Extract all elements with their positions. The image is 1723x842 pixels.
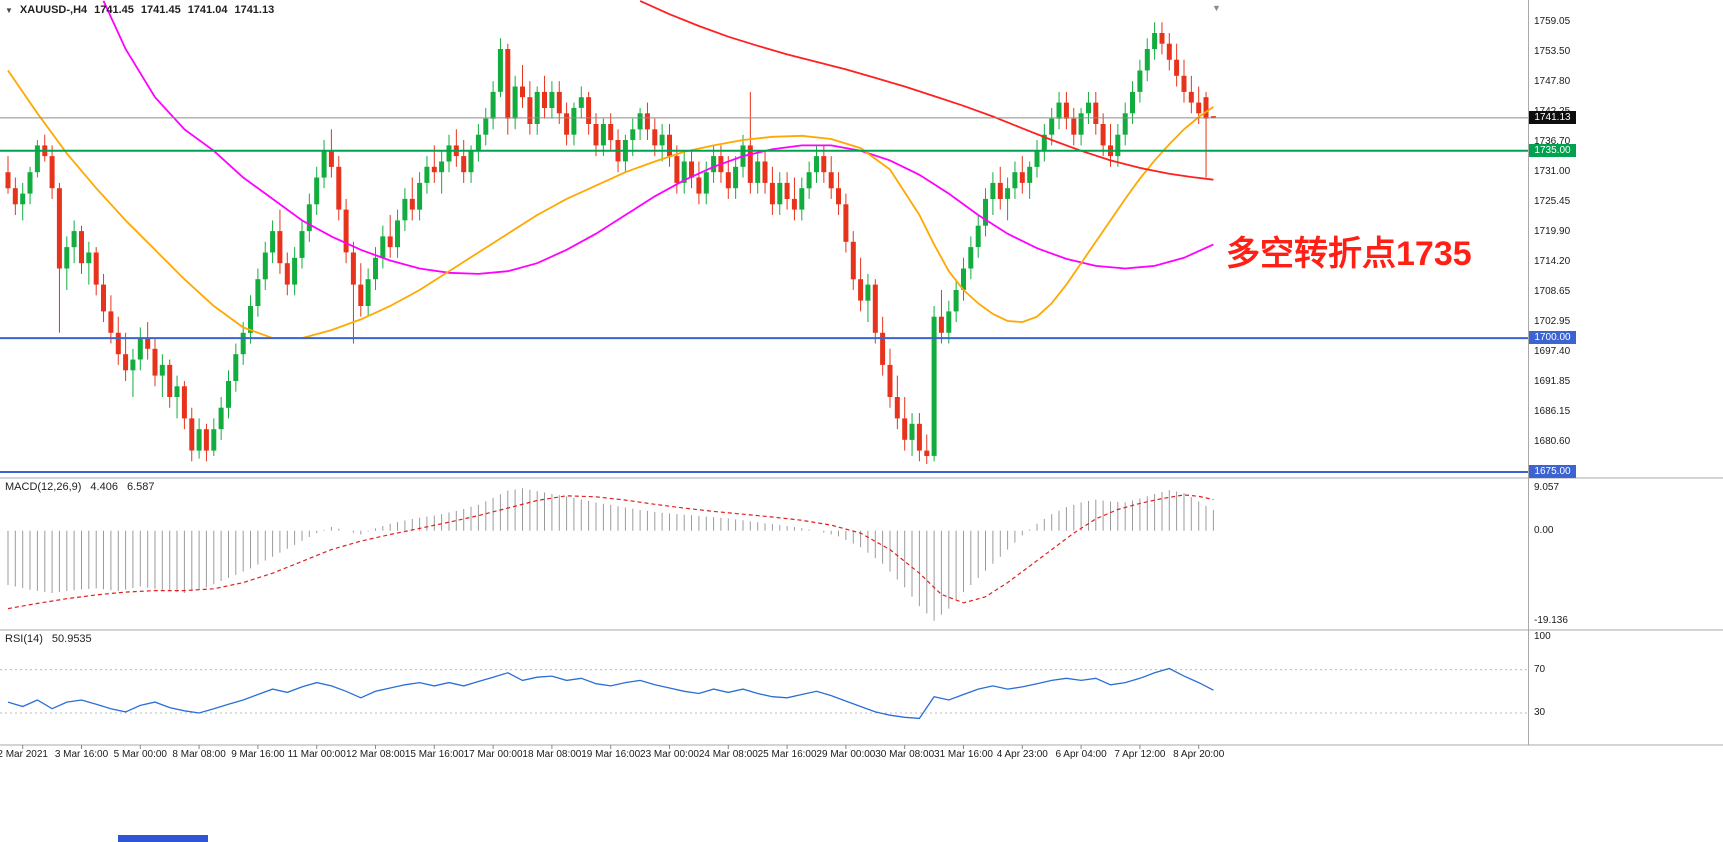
ohlc-high: 1741.45	[140, 4, 181, 16]
symbol-timeframe: XAUUSD-,H4	[19, 4, 88, 16]
macd-histogram	[7, 488, 1214, 621]
rsi-indicator-label: RSI(14) 50.9535	[5, 633, 92, 645]
ohlc-open: 1741.45	[94, 4, 134, 16]
ma-magenta	[102, 0, 1214, 275]
ma-red	[639, 0, 1214, 181]
macd-value-signal: 6.587	[126, 481, 155, 493]
annotation-text: 多空转折点1735	[1226, 235, 1472, 273]
candles-layer	[5, 22, 1216, 464]
macd-indicator-label: MACD(12,26,9) 4.406 6.587	[5, 481, 154, 493]
ohlc-close: 1741.13	[234, 4, 275, 16]
rsi-line	[7, 667, 1214, 720]
symbol-marker-icon: ▼	[5, 5, 13, 15]
rsi-value: 50.9535	[51, 633, 92, 645]
rsi-name: RSI(14)	[5, 633, 43, 645]
chart-header: ▼ XAUUSD-,H4 1741.45 1741.45 1741.04 174…	[5, 4, 274, 16]
macd-value-main: 4.406	[90, 481, 118, 493]
taskbar-fragment[interactable]	[118, 835, 208, 842]
chart-shift-marker-icon[interactable]: ▼	[1212, 3, 1221, 13]
macd-signal-line	[7, 494, 1214, 610]
ma-orange	[7, 69, 1214, 340]
ohlc-low: 1741.04	[187, 4, 228, 16]
macd-name: MACD(12,26,9)	[5, 481, 82, 493]
